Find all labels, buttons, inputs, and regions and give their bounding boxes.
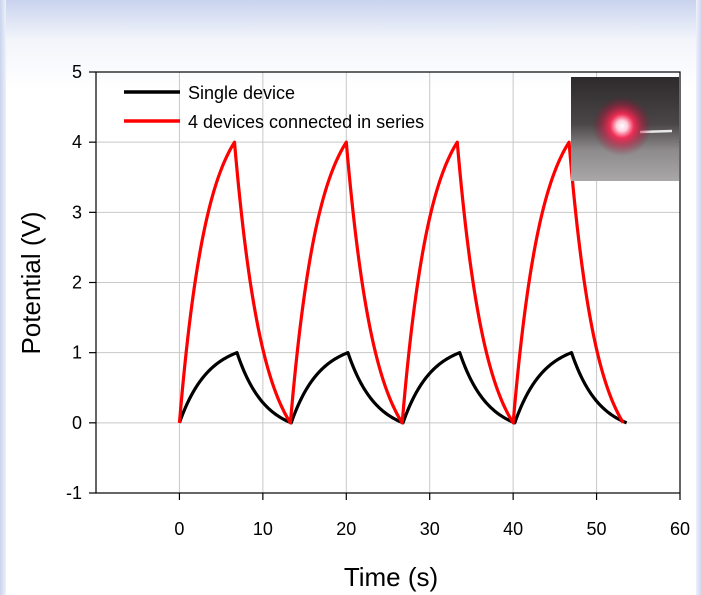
series-line-4-devices xyxy=(177,140,625,425)
x-tick-label: 50 xyxy=(587,519,607,539)
legend-label-single-device: Single device xyxy=(188,83,295,103)
x-axis-title: Time (s) xyxy=(344,562,438,592)
y-tick-label: 2 xyxy=(72,273,82,293)
x-tick-label: 40 xyxy=(503,519,523,539)
y-tick-label: 1 xyxy=(72,343,82,363)
y-tick-label: -1 xyxy=(66,483,82,503)
axes-frame xyxy=(89,71,681,500)
x-tick-label: 60 xyxy=(670,519,690,539)
y-tick-label: 5 xyxy=(72,62,82,82)
right-frame-strip xyxy=(696,0,702,595)
x-tick-label: 20 xyxy=(336,519,356,539)
y-tick-label: 3 xyxy=(72,202,82,222)
legend-label-4-devices: 4 devices connected in series xyxy=(188,112,424,132)
x-tick-label: 30 xyxy=(420,519,440,539)
left-frame-strip xyxy=(0,0,6,595)
y-axis-title: Potential (V) xyxy=(16,211,46,354)
x-tick-label: 0 xyxy=(174,519,184,539)
series-lines xyxy=(177,140,628,425)
y-tick-label: 0 xyxy=(72,413,82,433)
x-tick-label: 10 xyxy=(253,519,273,539)
led-photo-inset xyxy=(571,77,679,181)
y-tick-label: 4 xyxy=(72,132,82,152)
legend: Single device 4 devices connected in ser… xyxy=(124,83,424,132)
led-glow xyxy=(592,96,652,156)
